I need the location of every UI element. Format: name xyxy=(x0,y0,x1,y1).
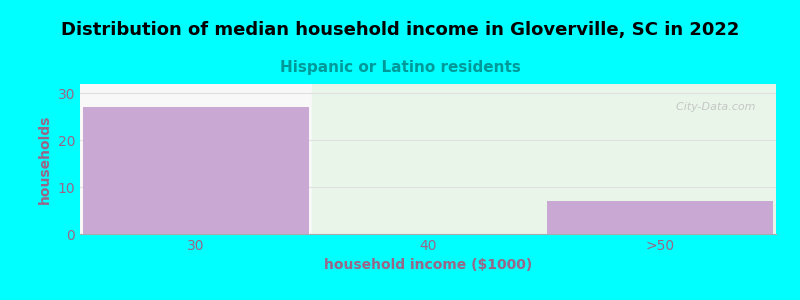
Bar xyxy=(312,84,776,234)
Bar xyxy=(547,201,773,234)
Bar xyxy=(83,107,309,234)
Y-axis label: households: households xyxy=(38,114,52,204)
X-axis label: household income ($1000): household income ($1000) xyxy=(324,258,532,272)
Text: City-Data.com: City-Data.com xyxy=(669,102,755,112)
Text: Hispanic or Latino residents: Hispanic or Latino residents xyxy=(279,60,521,75)
Text: Distribution of median household income in Gloverville, SC in 2022: Distribution of median household income … xyxy=(61,21,739,39)
